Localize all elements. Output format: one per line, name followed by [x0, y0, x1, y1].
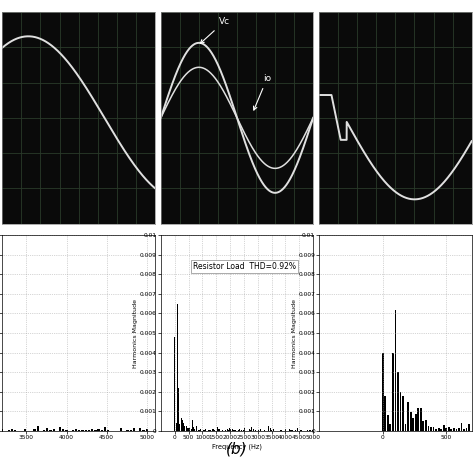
- Bar: [88, 430, 90, 431]
- Bar: [11, 429, 13, 431]
- Bar: [397, 372, 399, 431]
- Bar: [425, 420, 427, 431]
- Bar: [382, 353, 383, 431]
- Bar: [85, 429, 87, 431]
- Bar: [430, 427, 432, 431]
- Bar: [46, 428, 48, 431]
- Bar: [91, 429, 93, 431]
- Bar: [387, 415, 389, 431]
- Bar: [82, 430, 84, 431]
- Bar: [104, 428, 106, 431]
- Bar: [463, 428, 465, 431]
- Text: Resistor Load  THD=0.92%: Resistor Load THD=0.92%: [193, 262, 296, 271]
- Bar: [392, 353, 394, 431]
- Bar: [453, 428, 455, 431]
- Bar: [100, 430, 103, 431]
- Bar: [448, 427, 450, 431]
- Bar: [400, 392, 401, 431]
- Text: Vc: Vc: [201, 17, 230, 44]
- Bar: [113, 430, 116, 431]
- Bar: [24, 429, 26, 431]
- Bar: [458, 428, 460, 431]
- Bar: [107, 430, 109, 431]
- Y-axis label: Harmonics Magnitude: Harmonics Magnitude: [133, 299, 138, 367]
- Bar: [456, 429, 457, 431]
- Bar: [415, 414, 417, 431]
- Bar: [65, 430, 68, 431]
- Bar: [149, 430, 151, 431]
- Text: (b): (b): [226, 441, 248, 456]
- Bar: [420, 408, 422, 431]
- Bar: [72, 430, 74, 431]
- Bar: [53, 429, 55, 431]
- Bar: [384, 396, 386, 431]
- Bar: [446, 428, 447, 431]
- Bar: [142, 430, 145, 431]
- Bar: [440, 429, 442, 431]
- Bar: [146, 429, 148, 431]
- Bar: [120, 428, 122, 431]
- Bar: [98, 428, 100, 431]
- Bar: [418, 408, 419, 431]
- Bar: [62, 429, 64, 431]
- Bar: [127, 429, 128, 431]
- Bar: [133, 428, 135, 431]
- Text: io: io: [254, 74, 271, 110]
- Bar: [461, 423, 462, 431]
- Bar: [394, 310, 396, 431]
- Bar: [59, 427, 61, 431]
- Bar: [435, 429, 437, 431]
- Bar: [14, 430, 16, 431]
- Bar: [390, 424, 391, 431]
- Bar: [450, 428, 452, 431]
- Bar: [443, 425, 445, 431]
- Bar: [139, 428, 141, 431]
- Bar: [410, 412, 411, 431]
- Bar: [468, 424, 470, 431]
- Bar: [43, 430, 45, 431]
- Bar: [78, 430, 81, 431]
- X-axis label: Frequency (Hz): Frequency (Hz): [212, 443, 262, 449]
- Bar: [8, 429, 10, 431]
- Bar: [405, 424, 407, 431]
- Bar: [129, 430, 132, 431]
- Bar: [422, 421, 424, 431]
- Bar: [33, 429, 36, 431]
- Bar: [1, 429, 3, 431]
- Bar: [402, 396, 404, 431]
- Bar: [428, 426, 429, 431]
- Bar: [465, 428, 467, 431]
- Bar: [438, 428, 439, 431]
- Bar: [49, 429, 52, 431]
- Bar: [75, 429, 77, 431]
- Bar: [94, 429, 97, 431]
- Bar: [56, 430, 58, 431]
- Bar: [36, 426, 39, 431]
- Bar: [407, 401, 409, 431]
- Y-axis label: Harmonics Magnitude: Harmonics Magnitude: [292, 299, 297, 367]
- Bar: [433, 427, 435, 431]
- Bar: [412, 418, 414, 431]
